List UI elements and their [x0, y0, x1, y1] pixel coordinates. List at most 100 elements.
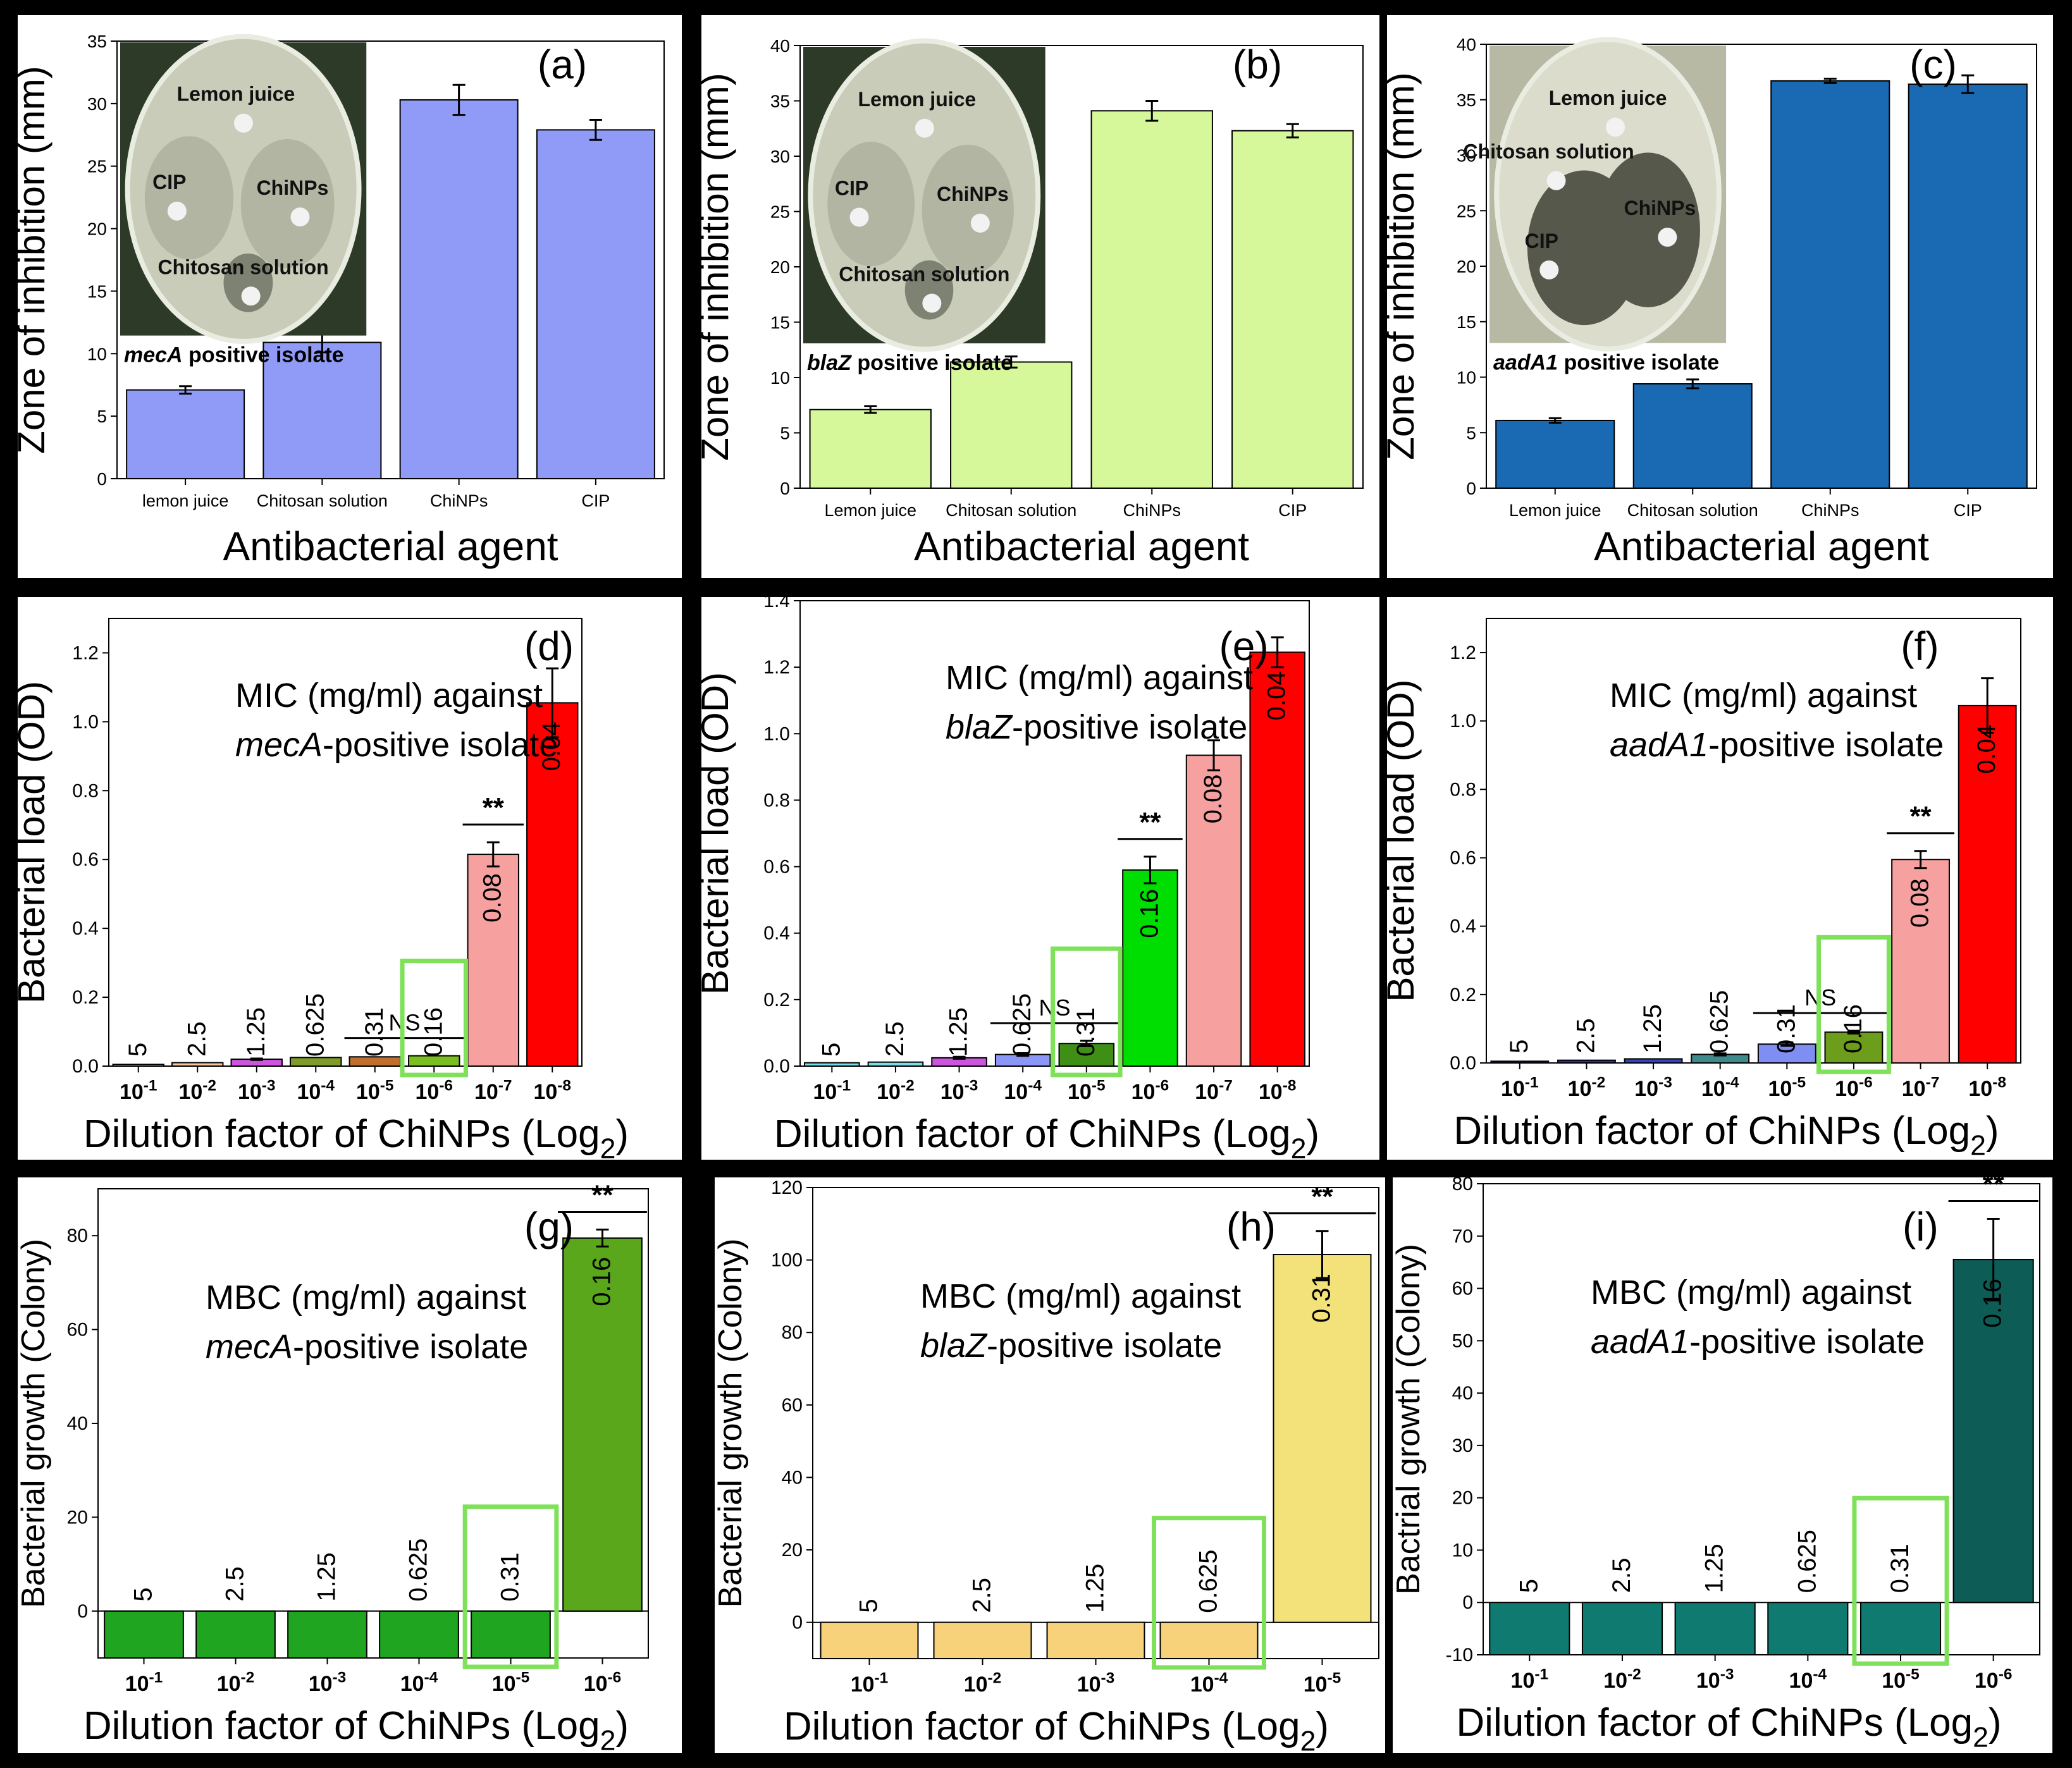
- x-tick-label: 10-8: [1259, 1077, 1297, 1104]
- bar: [562, 1237, 643, 1612]
- y-tick-label: 35: [87, 32, 107, 51]
- y-axis-title: Bacterial growth (Colony): [15, 1239, 52, 1608]
- inhibition-zone: [1596, 152, 1700, 307]
- x-tick-label: 10-8: [1968, 1074, 2006, 1101]
- inhibition-zone: [904, 260, 954, 320]
- x-tick-label: 10-4: [1789, 1666, 1827, 1693]
- x-tick-label: CIP: [1278, 501, 1307, 520]
- chart-subtitle: blaZ-positive isolate: [946, 708, 1247, 746]
- y-tick-label: 60: [1452, 1279, 1473, 1299]
- bar: [1090, 110, 1213, 489]
- mic-highlight-box: [1152, 1516, 1266, 1670]
- y-tick-label: 1.0: [1450, 711, 1476, 732]
- plot-frame: [1486, 618, 2021, 1064]
- significance-label: **: [1983, 1169, 2005, 1200]
- y-tick-label: 0: [792, 1612, 803, 1633]
- antibiotic-disc: [167, 201, 187, 221]
- panel-letter: (e): [1219, 623, 1268, 669]
- y-tick-label: 1.0: [72, 711, 99, 732]
- antibiotic-disc: [970, 213, 990, 233]
- bar-value-label: 0.08: [479, 873, 507, 923]
- bar: [1767, 1602, 1849, 1655]
- panel-letter: (h): [1226, 1204, 1276, 1249]
- bar-value-label: 0.625: [1793, 1530, 1821, 1593]
- chart-subtitle: aadA1-positive isolate: [1610, 726, 1944, 764]
- y-axis-title: Bacterial load (OD): [1379, 679, 1422, 1002]
- chart-subtitle: mecA-positive isolate: [206, 1328, 528, 1366]
- bar-value-label: 0.04: [538, 721, 565, 771]
- mic-highlight-box: [1816, 935, 1891, 1074]
- y-tick-label: 25: [1457, 201, 1476, 221]
- mic-highlight-box: [462, 1504, 559, 1669]
- bar: [1891, 859, 1950, 1064]
- y-tick-label: 60: [67, 1320, 88, 1341]
- y-tick-label: 30: [87, 94, 107, 114]
- x-tick-label: 10-1: [1501, 1074, 1539, 1101]
- panel-i: -10 0 10 20 30 40 50 60 70 80 10-1 10-2 10-3 10-4 10-5…: [1390, 1169, 2052, 1753]
- antibiotic-disc: [1658, 228, 1677, 247]
- y-tick-label: 80: [1452, 1174, 1473, 1194]
- bar: [1757, 1043, 1816, 1064]
- x-tick-label: lemon juice: [142, 491, 229, 510]
- chart-title: MIC (mg/ml) against: [946, 659, 1253, 697]
- y-tick-label: 25: [770, 202, 790, 222]
- inhibition-zone: [827, 142, 915, 267]
- significance-label: **: [1311, 1181, 1333, 1212]
- bar: [399, 99, 519, 479]
- bar-value-label: 5: [130, 1588, 157, 1602]
- panel-letter: (i): [1902, 1204, 1939, 1249]
- bar: [262, 341, 382, 480]
- x-axis-title: Antibacterial agent: [223, 524, 558, 569]
- panel-b: 0 5 10 15 20 25 30 35 40 Lemon juice Chitosan solu…: [694, 15, 1379, 578]
- y-tick-label: 20: [1452, 1488, 1473, 1509]
- significance-label: **: [483, 792, 505, 823]
- y-axis-title: Bacterial load (OD): [10, 681, 52, 1004]
- x-tick-label: 10-1: [813, 1077, 851, 1104]
- antibiotic-disc: [1606, 118, 1625, 137]
- bar: [287, 1610, 367, 1659]
- bar-value-label: 2.5: [968, 1578, 996, 1613]
- inset-label: Chitosan solution: [839, 263, 1009, 286]
- x-tick-label: 10-5: [1768, 1074, 1806, 1101]
- bar-value-label: 2.5: [221, 1566, 249, 1602]
- significance-label: **: [1139, 807, 1161, 838]
- y-tick-label: 10: [87, 344, 107, 364]
- bar-value-label: 0.31: [1886, 1544, 1914, 1593]
- x-tick-label: 10-4: [400, 1669, 438, 1696]
- x-tick-label: 10-1: [125, 1669, 163, 1696]
- bar-value-label: 0.625: [1195, 1550, 1223, 1613]
- bar: [809, 408, 932, 489]
- bar-value-label: 0.04: [1263, 671, 1291, 720]
- bar: [1952, 1259, 2034, 1604]
- bar: [1557, 1059, 1616, 1064]
- bar-value-label: 2.5: [1608, 1558, 1636, 1593]
- x-tick-label: 10-5: [1068, 1077, 1106, 1104]
- y-tick-label: 0: [97, 469, 107, 489]
- antibiotic-disc: [1546, 171, 1566, 190]
- y-tick-label: 5: [1466, 423, 1476, 443]
- y-tick-label: 1.2: [1450, 642, 1476, 663]
- x-tick-label: 10-5: [492, 1669, 530, 1696]
- panel-letter: (g): [524, 1204, 574, 1249]
- y-tick-label: 1.2: [72, 642, 99, 663]
- x-tick-label: 10-5: [1304, 1669, 1341, 1697]
- y-tick-label: 15: [770, 313, 790, 333]
- mic-highlight-box: [1051, 946, 1123, 1077]
- panel-c: 0 5 10 15 20 25 30 35 40 Lemon juice Chitosan solu…: [1379, 15, 2053, 578]
- bar: [1058, 1043, 1115, 1067]
- y-tick-label: 70: [1452, 1226, 1473, 1247]
- bar: [467, 854, 519, 1067]
- chart-title: MIC (mg/ml) against: [1610, 677, 1917, 715]
- x-tick-label: 10-7: [1902, 1074, 1940, 1101]
- y-tick-label: 80: [67, 1225, 88, 1246]
- y-tick-label: 0: [1466, 479, 1476, 498]
- y-axis-title: Zone of inhibition (mm): [1379, 72, 1422, 460]
- y-tick-label: 40: [67, 1413, 88, 1434]
- bar-value-label: 0.625: [405, 1538, 433, 1602]
- y-tick-label: 0: [77, 1601, 88, 1622]
- x-axis-title: Dilution factor of ChiNPs (Log2): [774, 1112, 1319, 1164]
- bar: [471, 1610, 551, 1659]
- y-tick-label: 25: [87, 157, 107, 176]
- x-tick-label: 10-3: [940, 1077, 978, 1104]
- inhibition-zone: [922, 144, 1014, 276]
